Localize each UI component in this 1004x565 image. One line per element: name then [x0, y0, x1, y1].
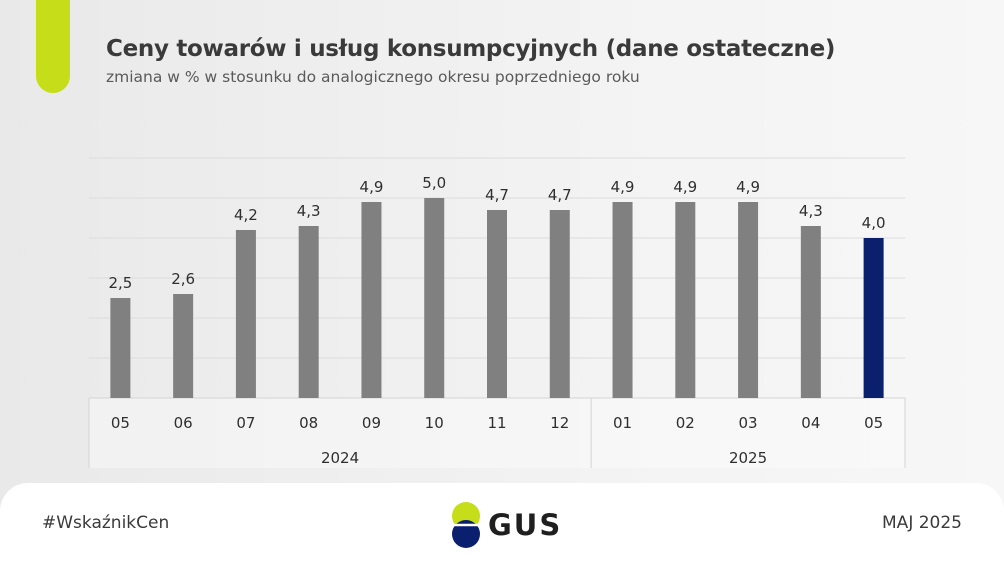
value-label-11: 4,3 — [799, 202, 823, 220]
x-tick-label-5: 10 — [425, 414, 444, 432]
value-label-4: 4,9 — [360, 178, 384, 196]
bar-6 — [487, 210, 507, 398]
bar-12 — [863, 238, 884, 398]
bar-0 — [110, 298, 131, 398]
group-label-0: 2024 — [321, 449, 359, 467]
logo-text: GUS — [488, 508, 563, 542]
value-label-7: 4,7 — [548, 186, 572, 204]
bar-8 — [612, 202, 633, 398]
axis-band — [89, 398, 905, 468]
chart-title: Ceny towarów i usług konsumpcyjnych (dan… — [106, 36, 836, 62]
bar-1 — [173, 294, 194, 398]
accent-bar — [36, 0, 70, 93]
x-tick-label-3: 08 — [299, 414, 318, 432]
x-tick-label-12: 05 — [864, 414, 883, 432]
chart-subtitle: zmiana w % w stosunku do analogicznego o… — [106, 68, 640, 86]
value-label-2: 4,2 — [234, 206, 258, 224]
x-tick-label-11: 04 — [801, 414, 820, 432]
footer — [0, 483, 1004, 565]
bar-9 — [675, 202, 696, 398]
x-tick-label-6: 11 — [487, 414, 506, 432]
x-tick-label-8: 01 — [613, 414, 632, 432]
bar-7 — [549, 210, 570, 398]
x-tick-label-10: 03 — [739, 414, 758, 432]
group-label-1: 2025 — [729, 449, 767, 467]
bar-4 — [361, 202, 382, 398]
value-label-10: 4,9 — [736, 178, 760, 196]
report-date: MAJ 2025 — [882, 513, 962, 533]
x-tick-label-0: 05 — [111, 414, 130, 432]
bar-11 — [800, 226, 821, 398]
x-tick-label-7: 12 — [550, 414, 569, 432]
value-label-8: 4,9 — [611, 178, 635, 196]
bar-3 — [298, 226, 319, 398]
value-label-0: 2,5 — [108, 274, 132, 292]
x-tick-label-4: 09 — [362, 414, 381, 432]
bar-2 — [235, 230, 256, 398]
x-tick-label-1: 06 — [174, 414, 193, 432]
value-label-1: 2,6 — [171, 270, 195, 288]
bar-chart: 2,5 05 2,6 06 4,2 07 4,3 08 4,9 09 5,0 10 4,7 11 4,7 12… — [88, 157, 906, 468]
hashtag-label[interactable]: #WskaźnikCen — [42, 513, 170, 533]
value-label-3: 4,3 — [297, 202, 321, 220]
value-label-9: 4,9 — [673, 178, 697, 196]
x-tick-label-9: 02 — [676, 414, 695, 432]
value-label-6: 4,7 — [485, 186, 509, 204]
value-label-12: 4,0 — [862, 214, 886, 232]
bar-10 — [738, 202, 759, 398]
gus-logo-icon — [452, 502, 480, 548]
value-label-5: 5,0 — [422, 174, 446, 192]
gus-logo: GUS — [450, 502, 562, 548]
bar-5 — [424, 198, 445, 398]
x-tick-label-2: 07 — [236, 414, 255, 432]
